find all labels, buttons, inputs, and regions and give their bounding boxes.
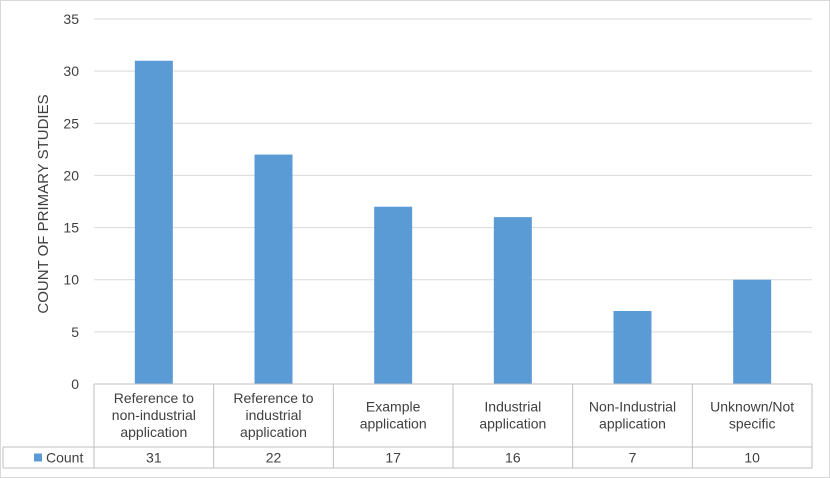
y-tick-label: 35	[63, 11, 79, 27]
data-table-value: 16	[505, 450, 521, 466]
bar	[733, 279, 772, 384]
bar	[613, 311, 652, 384]
y-tick-label: 25	[63, 115, 79, 131]
y-tick-label: 5	[71, 324, 79, 340]
y-tick-label: 30	[63, 63, 79, 79]
x-tick-label: Industrial application	[479, 399, 546, 432]
y-tick-label: 0	[71, 376, 79, 392]
x-tick-label: Reference to industrial application	[233, 390, 313, 440]
y-tick-label: 10	[63, 272, 79, 288]
data-table: Reference to non-industrial application Ref…	[2, 383, 813, 469]
y-tick-label: 20	[63, 167, 79, 183]
data-table-value: 22	[266, 450, 282, 466]
bar	[374, 206, 413, 384]
data-table-value: 31	[146, 450, 162, 466]
x-tick-label: Unknown/Not specific	[710, 399, 794, 432]
bars	[134, 60, 772, 384]
data-table-value: 10	[744, 450, 760, 466]
y-axis-title: COUNT OF PRIMARY STUDIES	[35, 94, 52, 313]
data-table-value: 7	[629, 450, 637, 466]
data-table-value: 17	[385, 450, 401, 466]
bar	[254, 154, 293, 384]
bar	[134, 60, 173, 384]
y-axis-ticks: 0 5 10 15 20 25 30 35	[63, 11, 79, 392]
legend-swatch	[34, 453, 42, 462]
bar	[493, 217, 532, 384]
legend-label: Count	[46, 450, 83, 466]
y-tick-label: 15	[63, 220, 79, 236]
x-tick-label: Reference to non-industrial application	[112, 390, 196, 440]
gridlines	[94, 18, 812, 385]
x-tick-label: Example application	[360, 399, 427, 432]
x-tick-label: Non-Industrial application	[589, 399, 676, 432]
